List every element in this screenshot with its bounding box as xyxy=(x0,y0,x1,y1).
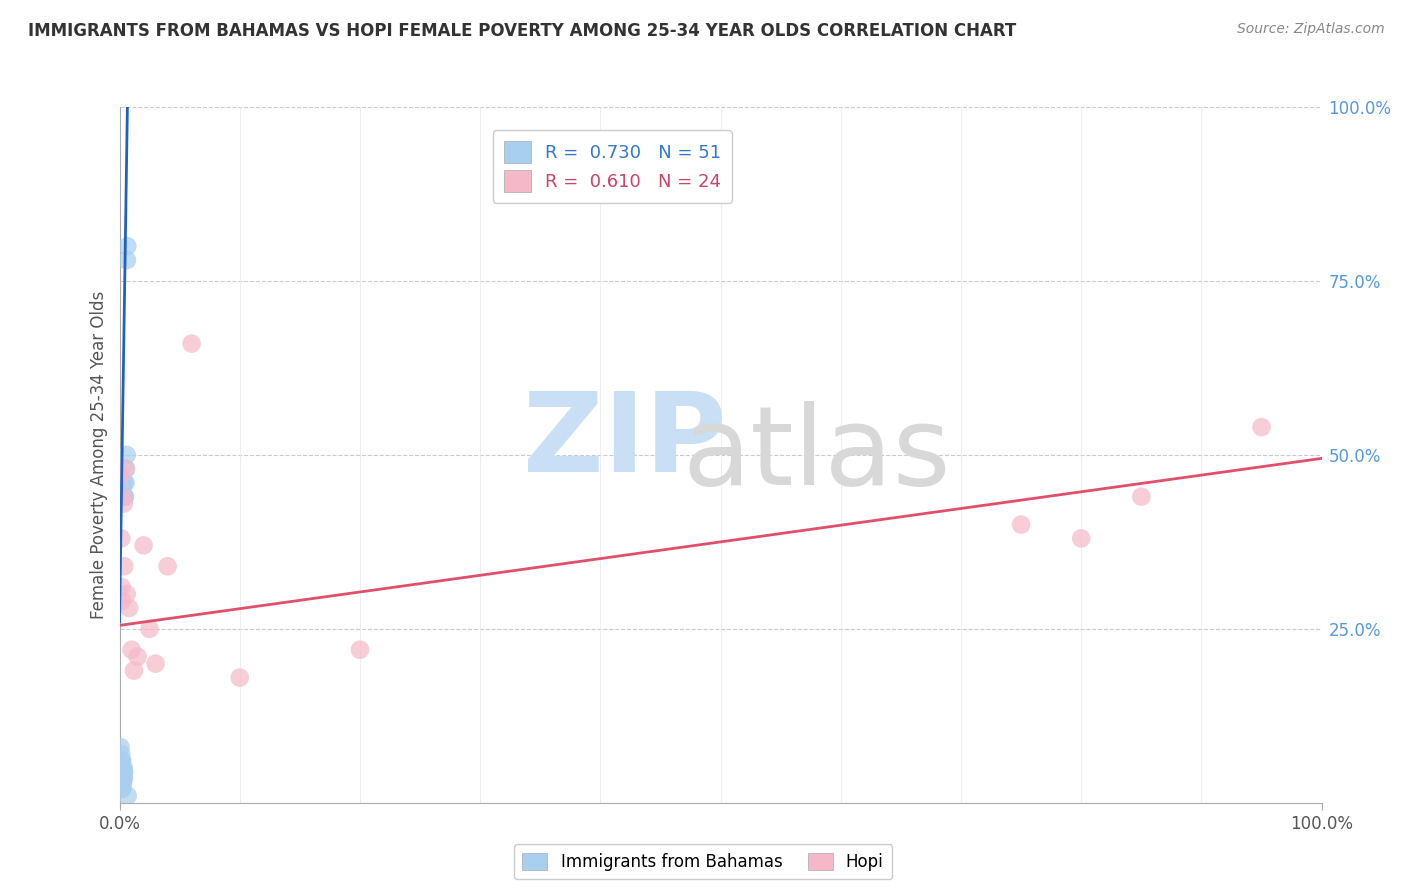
Point xyxy=(138,622,160,636)
Point xyxy=(114,490,136,504)
Point xyxy=(110,781,132,796)
Point xyxy=(1070,532,1092,546)
Legend: Immigrants from Bahamas, Hopi: Immigrants from Bahamas, Hopi xyxy=(515,845,891,880)
Point xyxy=(114,462,136,476)
Point xyxy=(110,747,132,761)
Point xyxy=(111,775,134,789)
Point xyxy=(121,642,143,657)
Point xyxy=(110,740,132,755)
Point xyxy=(111,772,134,786)
Point xyxy=(1130,490,1153,504)
Point xyxy=(1010,517,1032,532)
Point xyxy=(110,768,132,782)
Point xyxy=(115,462,138,476)
Point xyxy=(110,532,132,546)
Point xyxy=(111,778,134,792)
Point xyxy=(111,580,134,594)
Point xyxy=(111,764,134,779)
Point xyxy=(111,772,134,786)
Point xyxy=(112,772,135,786)
Point xyxy=(112,768,135,782)
Point xyxy=(112,497,135,511)
Point xyxy=(112,764,135,779)
Point xyxy=(111,775,134,789)
Point xyxy=(114,475,136,490)
Point xyxy=(111,768,134,782)
Point xyxy=(115,253,138,268)
Point xyxy=(118,601,141,615)
Point xyxy=(110,468,132,483)
Point xyxy=(111,775,134,789)
Point xyxy=(112,761,135,775)
Point xyxy=(110,775,132,789)
Point xyxy=(111,768,134,782)
Point xyxy=(111,772,134,786)
Point xyxy=(114,490,136,504)
Point xyxy=(110,768,132,782)
Point xyxy=(110,754,132,768)
Text: atlas: atlas xyxy=(682,401,950,508)
Point xyxy=(110,761,132,775)
Point xyxy=(111,764,134,779)
Point xyxy=(110,768,132,782)
Point xyxy=(228,671,252,685)
Y-axis label: Female Poverty Among 25-34 Year Olds: Female Poverty Among 25-34 Year Olds xyxy=(90,291,108,619)
Point xyxy=(127,649,149,664)
Point xyxy=(111,754,134,768)
Point xyxy=(156,559,179,574)
Point xyxy=(111,594,134,608)
Point xyxy=(110,761,132,775)
Point xyxy=(111,764,134,779)
Point xyxy=(110,761,132,775)
Text: IMMIGRANTS FROM BAHAMAS VS HOPI FEMALE POVERTY AMONG 25-34 YEAR OLDS CORRELATION: IMMIGRANTS FROM BAHAMAS VS HOPI FEMALE P… xyxy=(28,22,1017,40)
Point xyxy=(112,559,135,574)
Point xyxy=(132,538,155,552)
Point xyxy=(111,775,134,789)
Point xyxy=(117,239,139,253)
Point xyxy=(112,772,135,786)
Point xyxy=(112,768,135,782)
Point xyxy=(349,642,371,657)
Point xyxy=(145,657,167,671)
Point xyxy=(122,664,145,678)
Text: Source: ZipAtlas.com: Source: ZipAtlas.com xyxy=(1237,22,1385,37)
Point xyxy=(115,587,138,601)
Point xyxy=(111,761,134,775)
Point xyxy=(112,475,135,490)
Point xyxy=(110,761,132,775)
Point xyxy=(112,764,135,779)
Point xyxy=(111,754,134,768)
Legend: R =  0.730   N = 51, R =  0.610   N = 24: R = 0.730 N = 51, R = 0.610 N = 24 xyxy=(492,130,733,202)
Point xyxy=(111,772,134,786)
Point xyxy=(117,789,139,803)
Point xyxy=(112,490,135,504)
Point xyxy=(111,761,134,775)
Point xyxy=(110,754,132,768)
Text: ZIP: ZIP xyxy=(523,387,725,494)
Point xyxy=(110,754,132,768)
Point xyxy=(115,448,138,462)
Point xyxy=(180,336,202,351)
Point xyxy=(1250,420,1272,434)
Point xyxy=(111,764,134,779)
Point xyxy=(111,781,134,796)
Point xyxy=(110,772,132,786)
